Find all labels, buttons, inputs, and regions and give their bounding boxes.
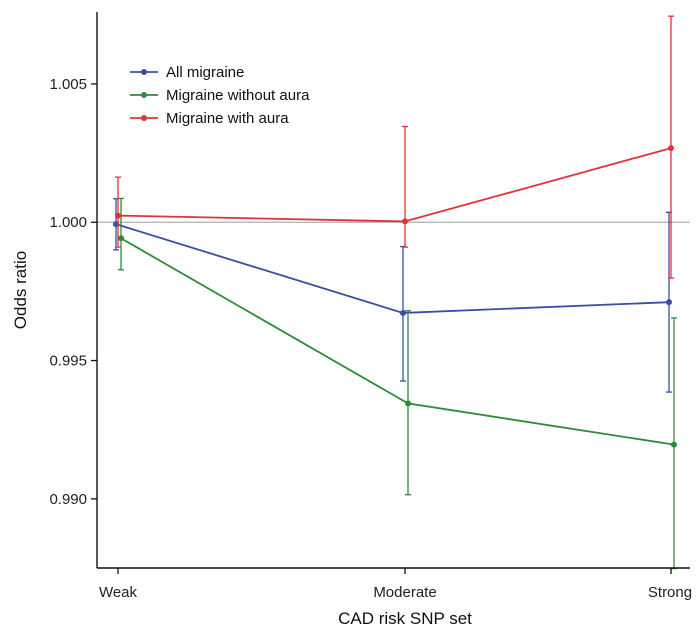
data-point: [400, 309, 406, 316]
data-point: [402, 218, 408, 225]
data-point: [666, 299, 672, 306]
data-point: [671, 441, 677, 448]
x-tick-label: Moderate: [373, 584, 436, 601]
series-line: [117, 147, 672, 223]
y-axis-ticks: 0.990 0.995 1.000 1.005: [49, 76, 97, 508]
series-migraine-with-aura: [115, 15, 674, 279]
series-line: [120, 237, 675, 446]
legend-marker: [141, 115, 147, 121]
legend-label: All migraine: [166, 64, 244, 81]
series-all-migraine: [113, 198, 672, 393]
data-point: [115, 212, 121, 219]
y-tick-label: 0.990: [49, 491, 87, 508]
y-tick-label: 0.995: [49, 353, 87, 370]
x-axis-title: CAD risk SNP set: [338, 609, 472, 628]
series-migraine-without-aura: [118, 197, 677, 570]
x-tick-label: Weak: [99, 584, 138, 601]
y-axis-title: Odds ratio: [11, 251, 30, 329]
legend-label: Migraine without aura: [166, 87, 310, 104]
legend: All migraine Migraine without aura Migrain…: [130, 64, 310, 127]
y-tick-label: 1.000: [49, 214, 87, 231]
data-point: [118, 235, 124, 242]
data-point: [668, 145, 674, 152]
series-layer: [113, 15, 677, 570]
x-axis-ticks: Weak Moderate Strong: [99, 568, 692, 601]
legend-marker: [141, 92, 147, 98]
x-tick-label: Strong: [648, 584, 692, 601]
legend-label: Migraine with aura: [166, 110, 289, 127]
series-line: [115, 223, 670, 314]
y-tick-label: 1.005: [49, 76, 87, 93]
legend-marker: [141, 69, 147, 75]
data-point: [405, 400, 411, 407]
